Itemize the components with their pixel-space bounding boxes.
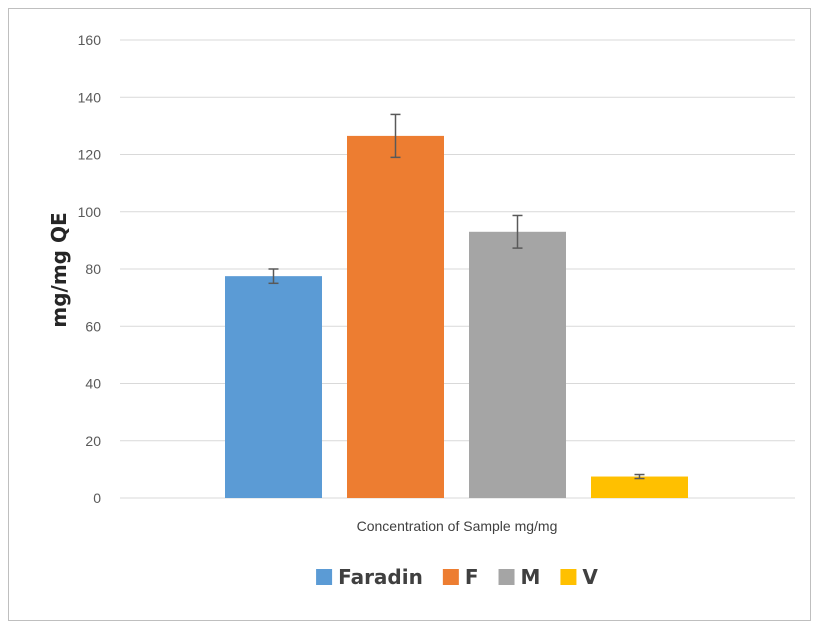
legend: Faradin F M V	[316, 565, 598, 589]
y-tick-label: 160	[78, 32, 102, 48]
legend-swatch-f	[442, 569, 459, 585]
x-axis-label: Concentration of Sample mg/mg	[357, 518, 558, 534]
legend-label-faradin: Faradin	[338, 565, 423, 589]
legend-swatch-v	[560, 569, 577, 585]
y-axis-label: mg/mg QE	[47, 212, 71, 327]
bar-f	[347, 135, 444, 499]
legend-label-m: M	[521, 565, 541, 589]
legend-swatch-m	[498, 569, 515, 585]
y-tick-label: 100	[78, 204, 102, 220]
y-tick-label: 20	[85, 433, 101, 449]
legend-label-f: F	[465, 565, 479, 589]
y-tick-label: 0	[93, 490, 101, 506]
gridlines	[120, 39, 795, 499]
bar-m	[469, 231, 566, 498]
y-tick-label: 120	[78, 147, 102, 163]
y-tick-label: 80	[85, 261, 101, 277]
error-bars	[268, 113, 645, 480]
y-tick-label: 60	[85, 318, 101, 334]
y-axis-ticks: 0 20 40 60 80 100 120 140 160	[78, 32, 102, 506]
legend-swatch-faradin	[316, 569, 333, 585]
legend-label-v: V	[582, 565, 598, 589]
bar-v	[591, 476, 688, 498]
bars	[225, 135, 688, 499]
y-tick-label: 140	[78, 89, 102, 105]
y-tick-label: 40	[85, 376, 101, 392]
bar-faradin	[225, 276, 322, 498]
